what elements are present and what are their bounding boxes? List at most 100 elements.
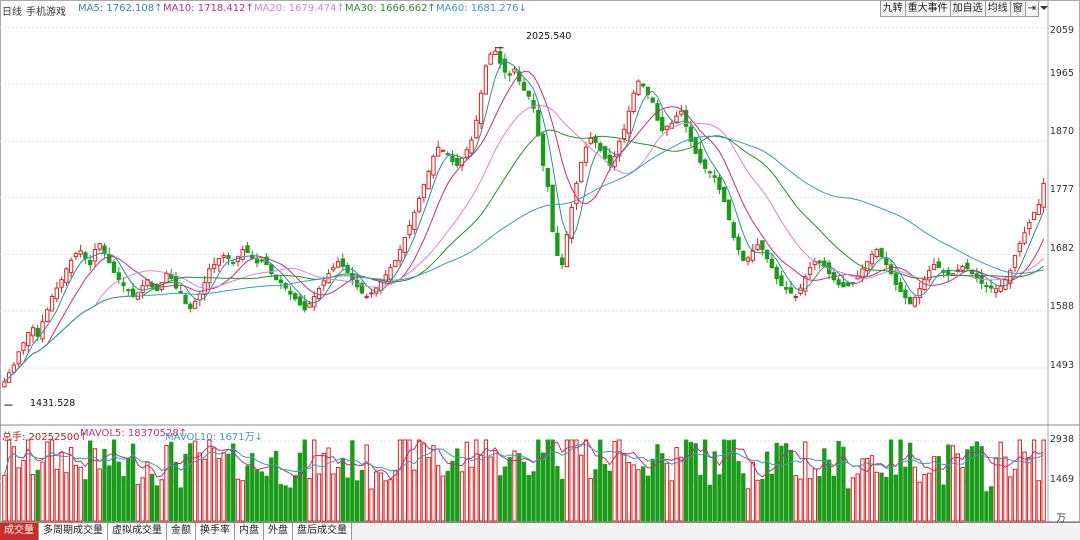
volume-bar — [49, 439, 55, 522]
candle-body — [712, 175, 717, 178]
candle-body — [397, 249, 403, 262]
volume-bar — [130, 443, 136, 522]
candle-body — [245, 245, 250, 254]
candle-body — [469, 139, 474, 154]
tab-multi-period-volume[interactable]: 多周期成交量 — [39, 523, 108, 540]
tab-inner[interactable]: 内盘 — [235, 523, 264, 540]
candle-body — [903, 289, 908, 299]
volume-bar — [736, 461, 741, 522]
candle-body — [250, 254, 255, 259]
expand-icon[interactable]: ⇥ — [1024, 0, 1039, 17]
tab-turnover[interactable]: 换手率 — [196, 523, 235, 540]
candle-body — [507, 73, 512, 76]
volume-bar — [173, 461, 179, 522]
volume-bar — [116, 461, 121, 522]
major-events-button[interactable]: 重大事件 — [904, 0, 951, 17]
volume-bar — [254, 469, 260, 522]
candle-body — [531, 99, 536, 109]
candle-body — [722, 186, 727, 202]
candle-body — [102, 245, 107, 254]
volume-bar — [807, 478, 813, 522]
volume-bar — [617, 439, 622, 522]
volume-bar — [30, 473, 36, 522]
candle-body — [502, 58, 508, 73]
candle-body — [602, 146, 608, 159]
index-name: 手机游戏 — [26, 7, 66, 18]
candle-body — [984, 285, 989, 288]
volume-bar — [936, 456, 941, 522]
add-watchlist-button[interactable]: 加自选 — [949, 0, 986, 17]
candle-body — [445, 153, 450, 156]
window-button[interactable]: 窗 — [1009, 0, 1026, 17]
candle-body — [702, 159, 708, 169]
volume-bar — [784, 443, 789, 522]
volume-bar — [345, 477, 350, 522]
ma60-value: MA60: 1681.276↓ — [436, 3, 527, 14]
candle-body — [717, 177, 722, 190]
volume-bar — [354, 480, 360, 522]
volume-bar — [655, 444, 660, 522]
volume-bar — [211, 447, 217, 522]
candle-body — [331, 267, 336, 271]
candle-body — [73, 253, 79, 258]
candle-body — [788, 287, 794, 294]
volume-bar — [559, 478, 565, 522]
candle-body — [121, 282, 126, 287]
nine-turn-button[interactable]: 九转 — [879, 0, 906, 17]
volume-bar — [526, 474, 531, 522]
volume-bar — [984, 491, 989, 522]
tab-volume[interactable]: 成交量 — [0, 523, 39, 540]
volume-bar — [402, 439, 407, 522]
volume-bar — [169, 441, 174, 522]
volume-bar — [645, 475, 651, 522]
candle-body — [402, 237, 407, 253]
volume-bar — [683, 439, 689, 522]
volume-bar — [822, 448, 827, 522]
volume-bar — [416, 439, 422, 522]
volume-bar — [478, 454, 484, 522]
candle-body — [335, 261, 341, 268]
volume-bar — [326, 447, 331, 522]
candle-body — [760, 240, 765, 251]
candle-body — [636, 80, 641, 95]
candle-body — [288, 290, 293, 295]
volume-bar — [149, 473, 155, 522]
candle-body — [421, 184, 427, 199]
tab-amount[interactable]: 金额 — [167, 523, 196, 540]
volume-bar — [321, 452, 326, 522]
volume-bar — [350, 440, 355, 522]
volume-bar — [507, 457, 512, 522]
volume-bar — [107, 465, 112, 522]
moving-average-button[interactable]: 均线 — [984, 0, 1011, 17]
volume-bar — [574, 439, 579, 522]
candle-body — [955, 269, 960, 272]
chevron-down-icon[interactable] — [1038, 0, 1052, 15]
volume-bar — [593, 469, 598, 522]
volume-bar — [407, 439, 412, 522]
tab-after-hours[interactable]: 盘后成交量 — [293, 523, 352, 540]
volume-bar — [455, 448, 460, 522]
candle-body — [431, 155, 436, 176]
candle-body — [488, 53, 493, 65]
candle-body — [888, 264, 894, 275]
volume-bar — [340, 458, 346, 522]
candle-body — [2, 381, 7, 388]
volume-bar — [788, 449, 794, 522]
tab-virtual-volume[interactable]: 虚拟成交量 — [108, 523, 167, 540]
volume-bar — [621, 452, 627, 522]
volume-bar — [583, 439, 589, 522]
volume-bar — [750, 461, 755, 522]
volume-bar — [707, 484, 713, 522]
tab-outer[interactable]: 外盘 — [264, 523, 293, 540]
volume-bar — [912, 466, 918, 522]
candle-body — [340, 258, 346, 267]
candle-body — [111, 261, 117, 273]
price-tick: 1965 — [1049, 68, 1074, 79]
price-tick: 1777 — [1049, 184, 1074, 195]
volume-bar — [45, 441, 50, 522]
candle-body — [231, 261, 236, 264]
volume-bar — [388, 479, 393, 522]
volume-bar — [679, 456, 684, 522]
price-tick: 1870 — [1049, 126, 1074, 137]
